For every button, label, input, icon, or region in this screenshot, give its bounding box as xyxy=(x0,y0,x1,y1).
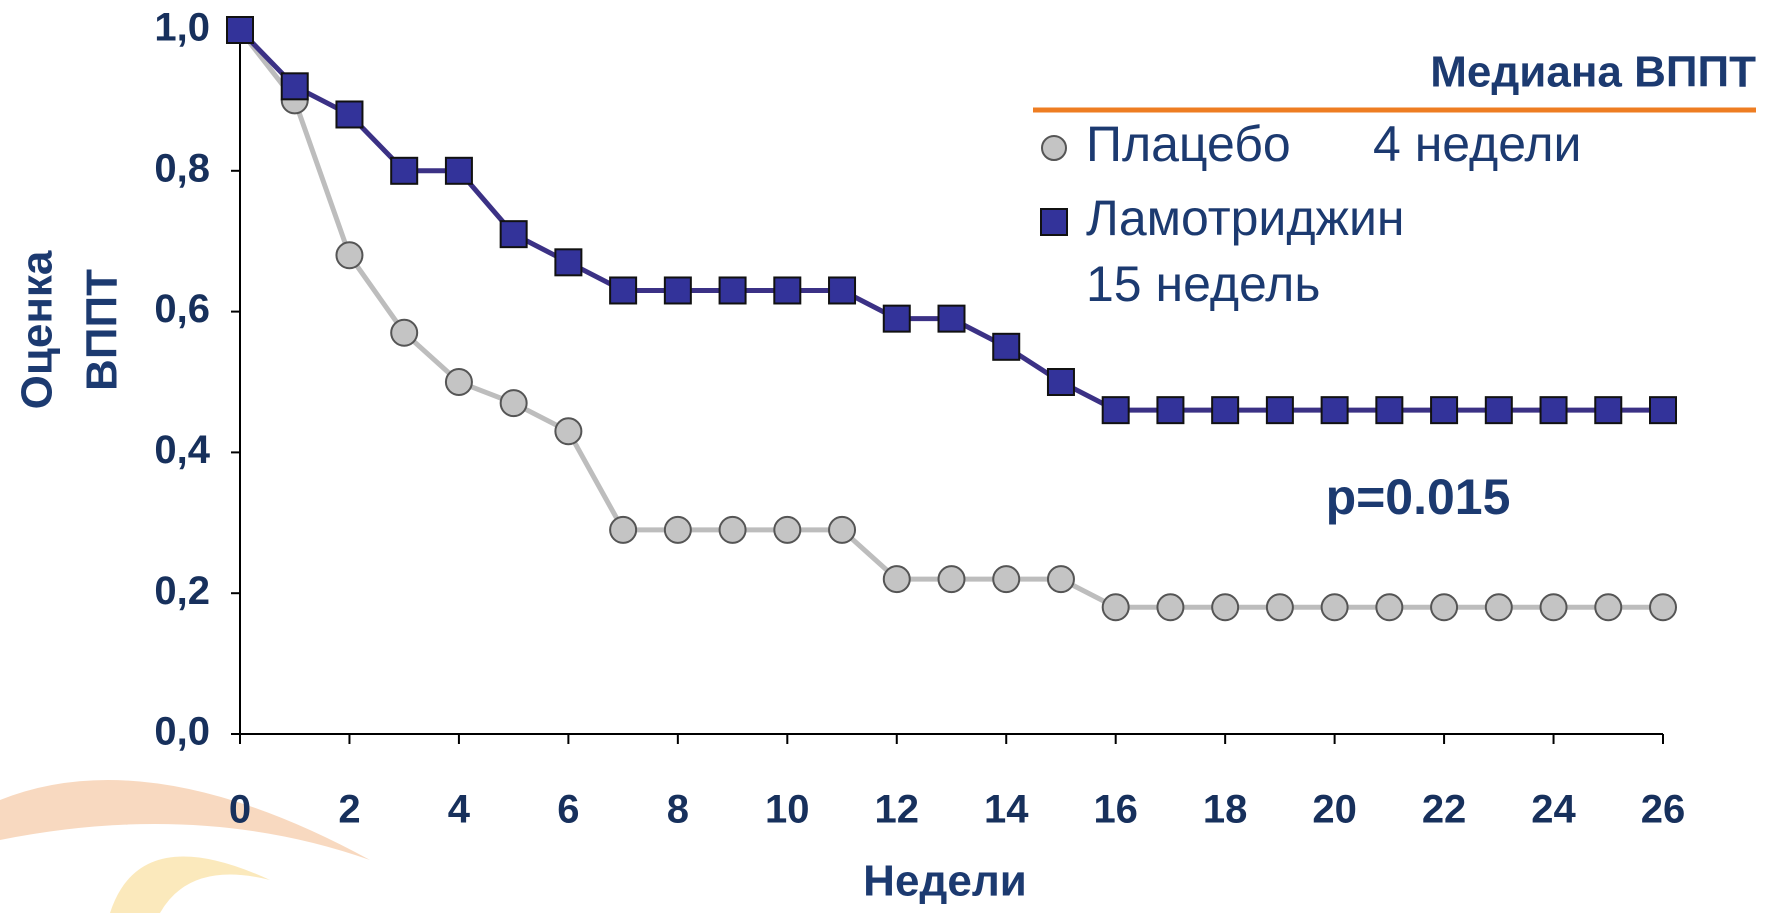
marker xyxy=(554,417,583,446)
marker xyxy=(773,276,802,305)
x-tick-label: 18 xyxy=(1203,788,1248,832)
marker xyxy=(1101,593,1130,622)
marker xyxy=(663,515,692,544)
marker xyxy=(444,156,473,185)
decor-arc xyxy=(110,856,270,913)
y-tick-label: 0,4 xyxy=(154,428,210,472)
marker xyxy=(1046,565,1075,594)
marker xyxy=(1649,593,1677,622)
x-tick-label: 0 xyxy=(229,788,251,832)
marker xyxy=(499,220,528,249)
marker xyxy=(1211,396,1240,425)
decor-arc xyxy=(0,780,370,860)
marker xyxy=(1320,396,1349,425)
x-tick-label: 2 xyxy=(338,788,360,832)
x-tick-label: 22 xyxy=(1422,788,1467,832)
marker xyxy=(1594,396,1623,425)
marker xyxy=(1430,396,1459,425)
y-axis-title: Оценка xyxy=(13,250,62,409)
annotation: p=0.015 xyxy=(1326,469,1511,525)
marker xyxy=(1649,396,1677,425)
y-tick-label: 0,0 xyxy=(154,710,210,754)
x-tick-label: 16 xyxy=(1093,788,1138,832)
x-axis-title: Недели xyxy=(863,857,1027,906)
marker xyxy=(280,72,309,101)
x-tick-label: 26 xyxy=(1641,788,1686,832)
marker xyxy=(390,318,419,347)
marker xyxy=(390,156,419,185)
marker xyxy=(1156,396,1185,425)
marker xyxy=(1101,396,1130,425)
legend-marker xyxy=(1041,135,1067,161)
marker xyxy=(1539,396,1568,425)
legend-median: 15 недель xyxy=(1086,256,1320,312)
y-tick-label: 0,8 xyxy=(154,146,210,190)
x-tick-label: 14 xyxy=(984,788,1029,832)
y-axis-title: ВППТ xyxy=(78,269,127,391)
x-tick-label: 24 xyxy=(1531,788,1576,832)
marker xyxy=(1375,396,1404,425)
marker xyxy=(1265,396,1294,425)
marker xyxy=(828,515,857,544)
marker xyxy=(1375,593,1404,622)
marker xyxy=(882,565,911,594)
marker xyxy=(1156,593,1185,622)
y-tick-label: 0,2 xyxy=(154,569,210,613)
marker xyxy=(937,304,966,333)
x-tick-label: 20 xyxy=(1312,788,1357,832)
x-tick-label: 6 xyxy=(557,788,579,832)
marker xyxy=(1265,593,1294,622)
marker xyxy=(609,515,638,544)
marker xyxy=(992,565,1021,594)
marker xyxy=(1430,593,1459,622)
marker xyxy=(992,332,1021,361)
marker xyxy=(554,248,583,277)
legend-label: Плацебо xyxy=(1086,116,1291,172)
marker xyxy=(1484,396,1513,425)
marker xyxy=(773,515,802,544)
y-tick-label: 1,0 xyxy=(154,6,210,50)
marker xyxy=(335,241,364,270)
marker xyxy=(1320,593,1349,622)
marker xyxy=(663,276,692,305)
marker xyxy=(882,304,911,333)
marker xyxy=(1211,593,1240,622)
legend-marker xyxy=(1040,208,1068,236)
marker xyxy=(335,100,364,129)
legend-label: Ламотриджин xyxy=(1086,190,1405,246)
marker xyxy=(1539,593,1568,622)
marker xyxy=(937,565,966,594)
marker xyxy=(718,276,747,305)
x-tick-label: 12 xyxy=(875,788,920,832)
marker xyxy=(718,515,747,544)
x-tick-label: 4 xyxy=(448,788,471,832)
x-tick-label: 10 xyxy=(765,788,810,832)
marker xyxy=(226,16,254,44)
x-tick-label: 8 xyxy=(667,788,689,832)
marker xyxy=(444,368,473,396)
marker xyxy=(1046,368,1075,396)
marker xyxy=(499,389,528,418)
marker xyxy=(828,276,857,305)
legend-title: Медиана ВППТ xyxy=(1430,48,1756,97)
marker xyxy=(1594,593,1623,622)
marker xyxy=(1484,593,1513,622)
legend-median: 4 недели xyxy=(1373,116,1581,172)
marker xyxy=(609,276,638,305)
y-tick-label: 0,6 xyxy=(154,287,210,331)
